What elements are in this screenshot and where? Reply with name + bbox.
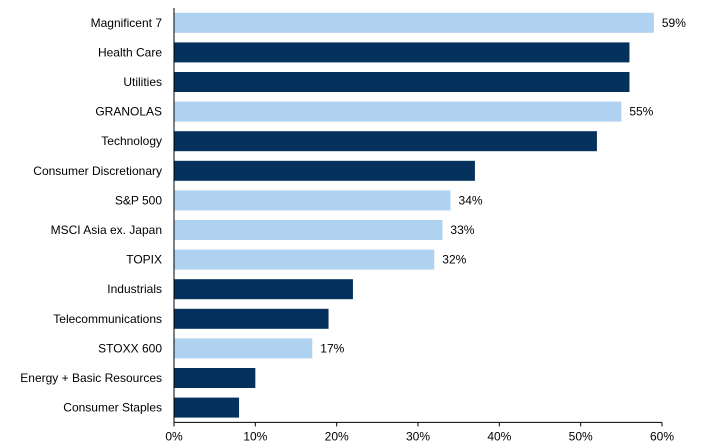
bar: [174, 72, 630, 92]
bar: [174, 190, 451, 211]
category-label: Energy + Basic Resources: [20, 371, 162, 385]
x-tick-label: 40%: [487, 429, 511, 443]
category-label: Consumer Discretionary: [33, 164, 162, 178]
bar: [174, 338, 313, 359]
category-label: STOXX 600: [98, 341, 162, 355]
x-tick-label: 10%: [243, 429, 267, 443]
category-label: GRANOLAS: [95, 105, 162, 119]
category-label: S&P 500: [115, 193, 162, 207]
bar: [174, 12, 654, 33]
data-label: 59%: [662, 16, 686, 30]
category-label: Telecommunications: [53, 312, 162, 326]
category-labels: Magnificent 7 Health Care Utilities GRANOLA…: [20, 16, 162, 415]
x-axis-ticks: 0% 10% 20% 30% 40% 50% 60%: [165, 422, 674, 443]
category-label: Consumer Staples: [63, 401, 162, 415]
bar: [174, 131, 597, 152]
data-label: 33%: [450, 223, 474, 237]
bar: [174, 42, 630, 63]
x-tick-label: 50%: [569, 429, 593, 443]
bar: [174, 368, 256, 388]
data-label: 32%: [442, 253, 466, 267]
bar: [174, 101, 622, 122]
data-label: 34%: [459, 193, 483, 207]
data-label: 17%: [320, 341, 344, 355]
category-label: Technology: [101, 134, 162, 148]
x-tick-label: 0%: [165, 429, 183, 443]
category-label: Industrials: [107, 282, 162, 296]
bar: [174, 397, 240, 418]
x-tick-label: 20%: [325, 429, 349, 443]
x-tick-label: 60%: [650, 429, 674, 443]
bars-group: [174, 12, 654, 418]
category-label: Utilities: [123, 75, 162, 89]
bar: [174, 249, 435, 270]
bar: [174, 308, 329, 329]
category-label: Health Care: [98, 45, 162, 59]
bar: [174, 279, 353, 300]
category-label: TOPIX: [126, 253, 162, 267]
x-tick-label: 30%: [406, 429, 430, 443]
category-label: MSCI Asia ex. Japan: [51, 223, 162, 237]
bar: [174, 220, 443, 240]
data-labels: 59% 55% 34% 33% 32% 17%: [320, 16, 686, 356]
category-label: Magnificent 7: [91, 16, 163, 30]
data-label: 55%: [629, 105, 653, 119]
bar: [174, 160, 475, 181]
